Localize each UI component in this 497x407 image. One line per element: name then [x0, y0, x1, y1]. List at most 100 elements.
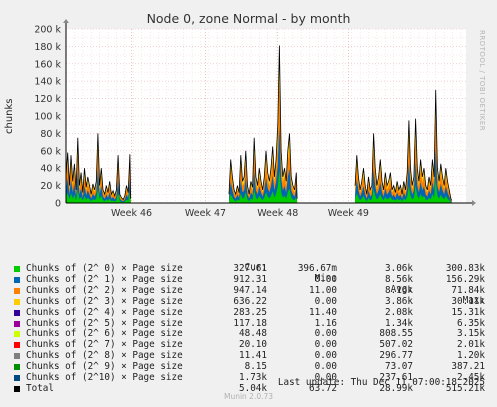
legend-min: 0.00	[314, 328, 337, 340]
legend-avg: 8.16k	[385, 284, 413, 296]
legend-cur: 327.61	[233, 263, 267, 274]
legend-row: Chunks of (2^ 4) × Page size 283.25 11.40 2…	[0, 307, 497, 318]
legend-max: 15.31k	[451, 306, 485, 318]
legend-cur: 20.10	[239, 339, 267, 351]
legend-series-name: Chunks of (2^ 5) × Page size	[26, 317, 183, 329]
legend-avg: 2.08k	[385, 306, 413, 318]
y-tick-label: 100 k	[34, 112, 61, 123]
legend-cur: 48.48	[239, 328, 267, 340]
legend-cur: 117.18	[233, 317, 267, 329]
legend-header-avg: Avg:	[390, 284, 413, 295]
y-tick-label: 140 k	[34, 77, 61, 88]
legend-row: Chunks of (2^ 3) × Page size 636.22 0.00 3.…	[0, 296, 497, 307]
legend-swatch	[14, 331, 20, 338]
legend-avg: 73.07	[385, 361, 413, 373]
chart-title: Node 0, zone Normal - by month	[146, 11, 351, 26]
series-area	[66, 188, 131, 203]
y-tick-label: 200 k	[34, 25, 61, 36]
legend-max: 30.11k	[451, 295, 485, 307]
legend-cur: 11.41	[239, 350, 267, 362]
legend-cur: 912.31	[233, 273, 267, 285]
legend-max: 6.35k	[457, 317, 485, 329]
legend-min: 1.16	[314, 317, 337, 329]
legend-min: 0.00	[314, 372, 337, 383]
legend-cur: 283.25	[233, 306, 267, 318]
legend-row: Chunks of (2^ 9) × Page size 8.15 0.00 73.0…	[0, 361, 497, 372]
legend-min: 0.00	[314, 350, 337, 362]
legend-row: Chunks of (2^10) × Page size 1.73k 0.00 237…	[0, 372, 497, 383]
legend-max: 2.45k	[457, 372, 485, 383]
series-area	[355, 179, 452, 203]
legend-swatch	[14, 364, 20, 371]
series-line-total	[65, 133, 132, 201]
series-area	[229, 170, 298, 203]
legend-max: 515.21k	[445, 382, 485, 394]
legend-avg: 3.06k	[385, 263, 413, 274]
legend-header-cur: Cur:	[244, 262, 267, 273]
legend-series-name: Chunks of (2^ 1) × Page size	[26, 273, 183, 285]
legend-header: Cur: Min: Avg: Max:	[0, 251, 497, 306]
legend-min: 396.67m	[297, 263, 337, 274]
x-axis-arrow	[472, 200, 476, 206]
legend-avg: 3.86k	[385, 295, 413, 307]
legend-series-name: Chunks of (2^ 0) × Page size	[26, 263, 183, 274]
series-area	[355, 96, 452, 203]
legend-swatch	[14, 298, 20, 305]
legend-min: 63.72	[309, 382, 337, 394]
legend-row: Chunks of (2^ 8) × Page size 11.41 0.00 296…	[0, 350, 497, 361]
legend-series-name: Chunks of (2^ 3) × Page size	[26, 295, 183, 307]
legend-swatch	[14, 353, 20, 360]
y-tick-label: 120 k	[34, 94, 61, 105]
legend-min: 11.00	[309, 284, 337, 296]
legend-header-min: Min:	[314, 273, 337, 284]
legend-swatch	[14, 385, 20, 392]
legend-avg: 296.77	[379, 350, 413, 362]
legend-swatch	[14, 320, 20, 327]
legend-avg: 808.55	[379, 328, 413, 340]
legend-series-name: Total	[26, 382, 54, 394]
legend-min: 0.00	[314, 295, 337, 307]
legend-max: 300.83k	[445, 263, 485, 274]
legend-max: 1.20k	[457, 350, 485, 362]
legend-avg: 237.61	[379, 372, 413, 383]
y-tick-label: 80 k	[40, 129, 61, 140]
legend-max: 3.15k	[457, 328, 485, 340]
series-line-total	[228, 45, 298, 199]
legend-series-name: Chunks of (2^ 2) × Page size	[26, 284, 183, 296]
legend-avg: 507.02	[379, 339, 413, 351]
x-tick-label: Week 46	[111, 208, 152, 219]
last-update: Last update: Thu Dec 11 07:00:18 2025	[277, 377, 485, 388]
legend-cur: 1.73k	[239, 372, 267, 383]
series-area	[355, 147, 452, 203]
series-line-total	[354, 89, 453, 201]
legend-series-name: Chunks of (2^ 9) × Page size	[26, 361, 183, 373]
legend-series-name: Chunks of (2^10) × Page size	[26, 372, 183, 383]
series-area	[66, 169, 131, 203]
legend-avg: 8.56k	[385, 273, 413, 285]
legend-swatch	[14, 342, 20, 349]
legend-row: Chunks of (2^ 1) × Page size 912.31 0.00 8.…	[0, 274, 497, 285]
legend-row: Chunks of (2^ 2) × Page size 947.14 11.00 8…	[0, 285, 497, 296]
y-tick-label: 180 k	[34, 42, 61, 53]
legend-max: 71.84k	[451, 284, 485, 296]
legend-series-name: Chunks of (2^ 7) × Page size	[26, 339, 183, 351]
legend-row: Total 5.04k 63.72 28.99k 515.21k	[0, 383, 497, 394]
legend-series-name: Chunks of (2^ 8) × Page size	[26, 350, 183, 362]
legend-row: Chunks of (2^ 0) × Page size 327.61 396.67…	[0, 263, 497, 274]
legend-avg: 28.99k	[379, 382, 413, 394]
munin-version: Munin 2.0.73	[223, 392, 274, 401]
legend-swatch	[14, 276, 20, 283]
legend-row: Chunks of (2^ 5) × Page size 117.18 1.16 1.…	[0, 318, 497, 329]
y-tick-label: 20 k	[40, 181, 61, 192]
legend-swatch	[14, 309, 20, 316]
legend-row: Chunks of (2^ 6) × Page size 48.48 0.00 808…	[0, 328, 497, 339]
legend-min: 0.00	[314, 339, 337, 351]
y-tick-label: 40 k	[40, 164, 61, 175]
legend-min: 0.00	[314, 361, 337, 373]
legend-cur: 947.14	[233, 284, 267, 296]
legend-cur: 8.15	[244, 361, 267, 373]
legend-cur: 636.22	[233, 295, 267, 307]
legend-min: 0.00	[314, 273, 337, 285]
